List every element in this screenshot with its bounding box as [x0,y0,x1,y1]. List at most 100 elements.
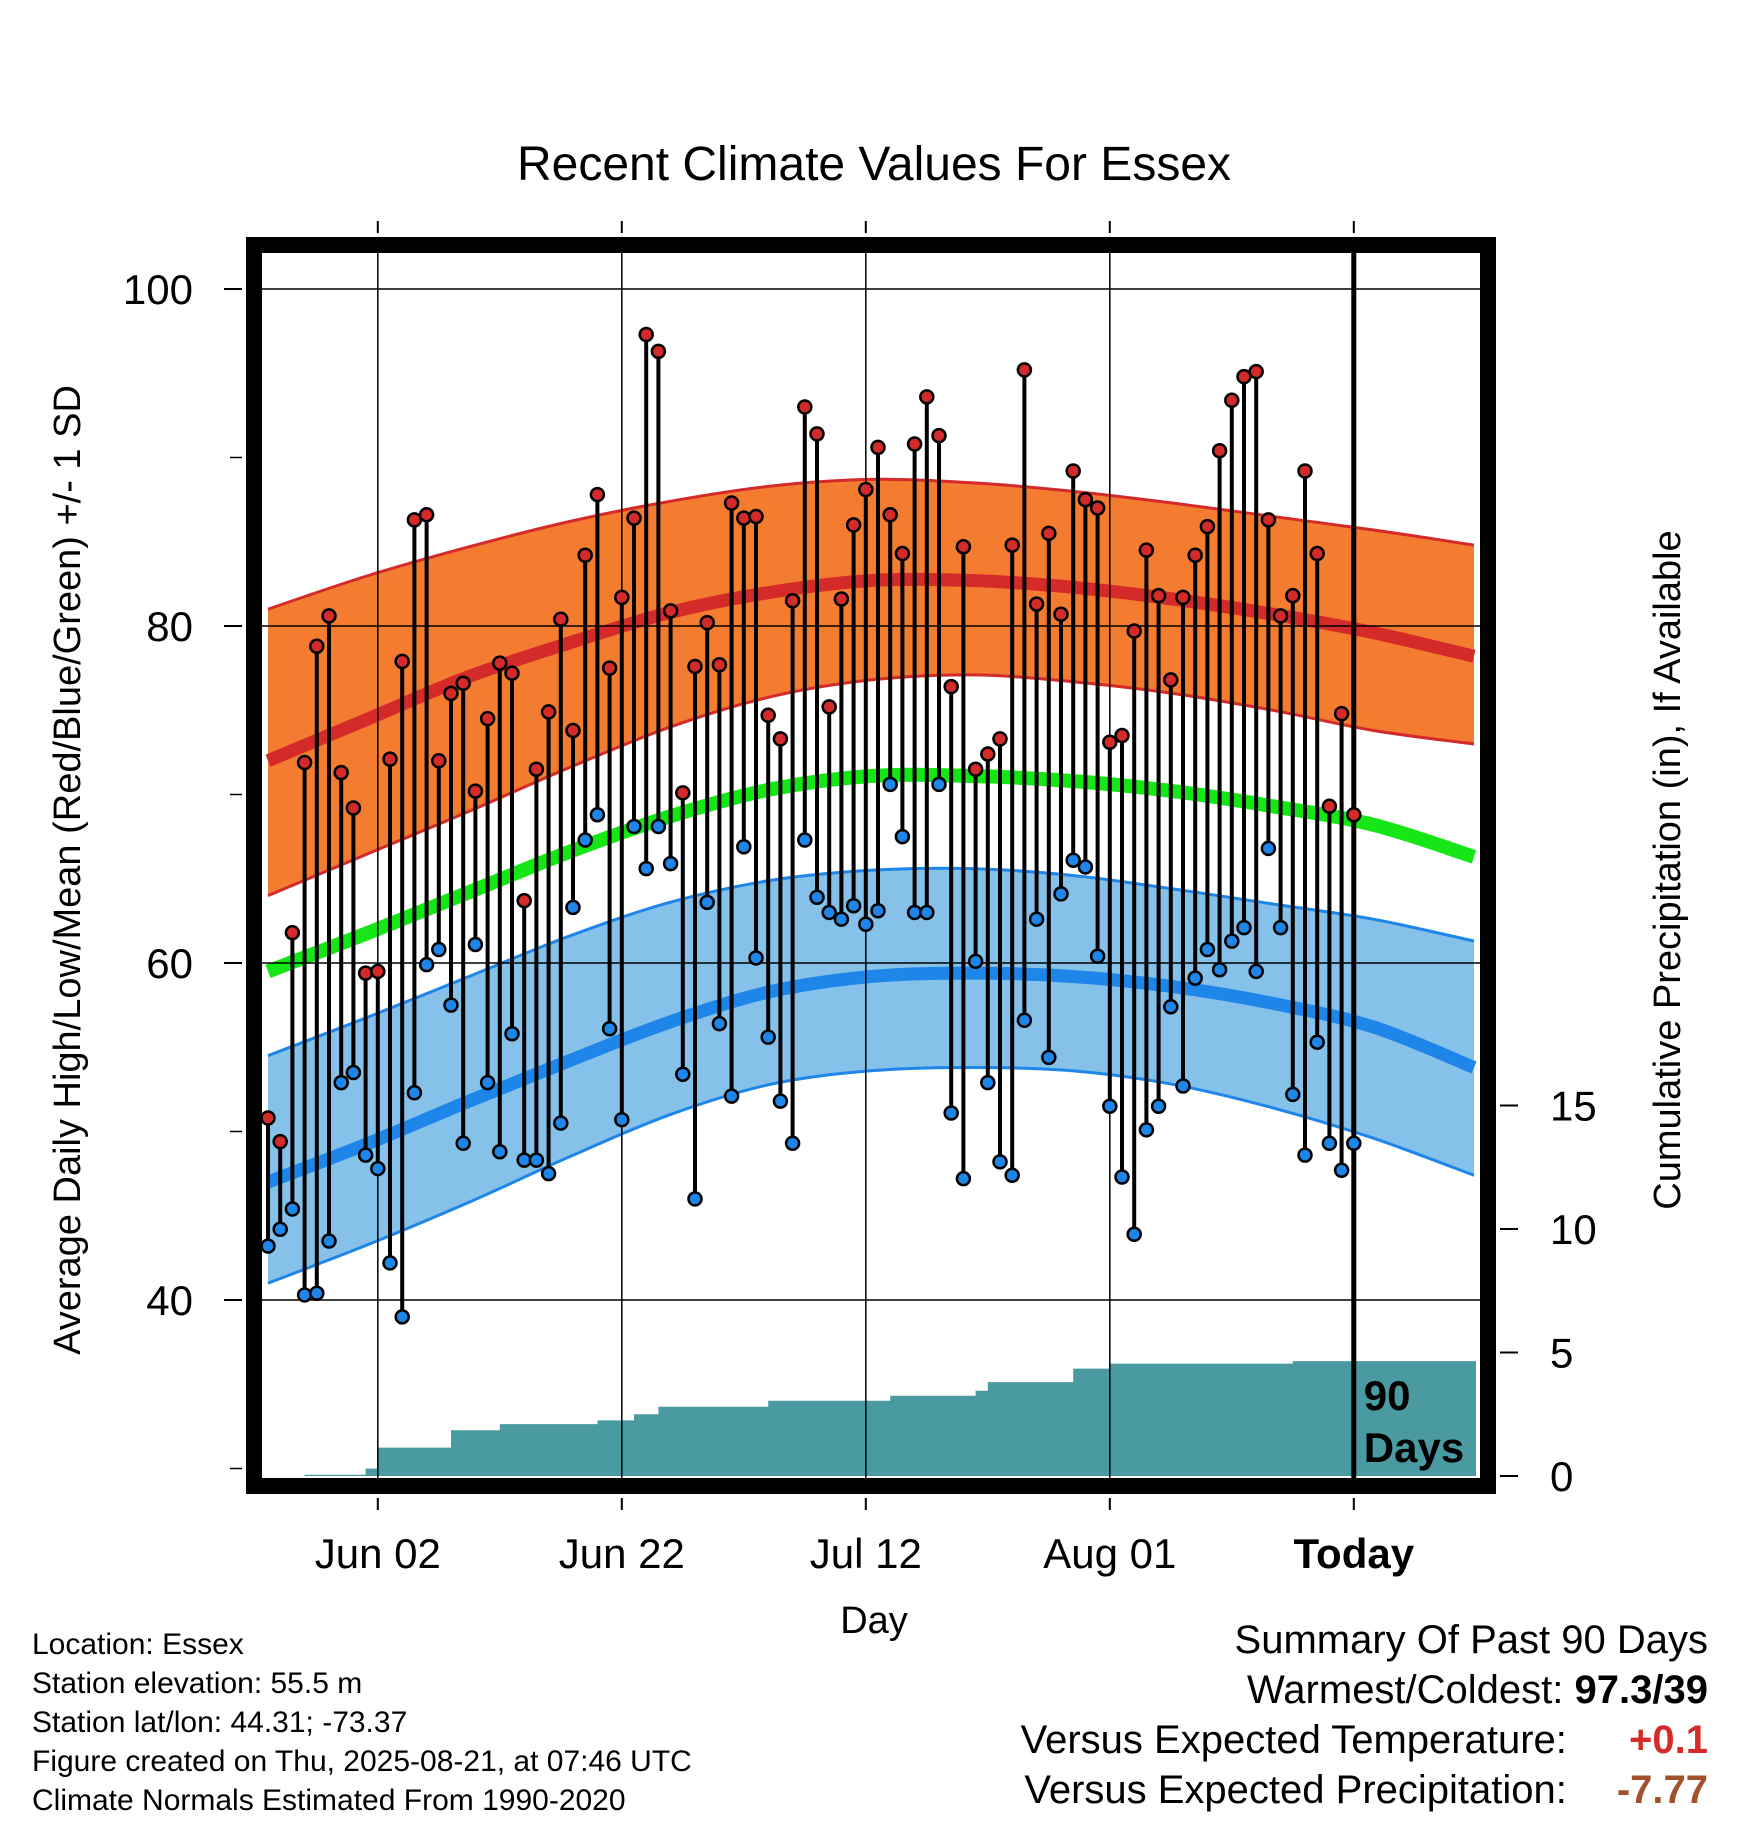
daily-high-point [333,764,349,781]
daily-low-point [577,832,593,848]
daily-low-point [699,894,715,911]
daily-low-point [650,818,667,835]
daily-high-point [357,965,374,981]
daily-high-point [370,963,386,980]
daily-high-point [760,707,776,724]
daily-low-point [492,1143,508,1160]
daily-low-point [894,828,911,845]
daily-low-point [504,1026,520,1042]
days-annotation: 90 [1364,1372,1411,1419]
daily-high-point [870,439,886,456]
daily-high-point [723,495,740,511]
daily-high-point [296,754,313,771]
daily-low-point [431,941,447,958]
daily-low-point [870,903,886,919]
daily-high-point [784,592,801,609]
daily-high-point [614,589,630,606]
temp-label: Versus Expected Temperature: [1020,1718,1567,1762]
daily-high-point [1175,589,1191,606]
precip-value: -7.77 [1616,1768,1708,1812]
plot-area: Jun 02 Jun 22 Jul 12 Aug 01 Today 40 60 80 100 0 5… [123,221,1597,1577]
daily-low-point [748,950,764,966]
daily-high-point [711,657,728,673]
daily-high-point [1211,443,1228,459]
daily-high-point [992,731,1008,747]
daily-high-point [1309,545,1325,562]
high-normal-line [265,572,1476,767]
daily-low-point [1089,948,1106,965]
daily-high-point [809,426,825,442]
precip-row: Versus Expected Precipitation: -7.77 [1021,1765,1708,1815]
daily-high-point [1248,363,1264,380]
daily-high-point [479,710,496,727]
daily-low-point [1199,941,1216,958]
daily-low-point [723,1088,740,1104]
daily-low-point [858,916,874,932]
created-text: Figure created on Thu, 2025-08-21, at 07… [32,1745,692,1778]
elevation-text: Station elevation: 55.5 m [32,1667,363,1700]
daily-low-point [1004,1167,1020,1184]
x-tick-label: Jul 12 [810,1530,922,1577]
daily-low-point [1248,963,1264,980]
warm-cold-value: 97.3/39 [1574,1668,1708,1712]
daily-low-point [1065,852,1081,868]
daily-low-point [357,1147,374,1163]
x-tick-label: Aug 01 [1043,1530,1176,1577]
daily-low-point [1297,1147,1313,1163]
daily-low-point [919,904,935,921]
daily-high-point [1224,392,1240,408]
daily-low-point [662,855,679,872]
daily-low-point [370,1160,386,1177]
daily-low-point [1138,1122,1155,1138]
warm-cold-row: Warmest/Coldest: 97.3/39 [1021,1665,1708,1715]
daily-high-point [882,507,898,523]
temp-row: Versus Expected Temperature: +0.1 [1021,1715,1708,1765]
daily-low-point [406,1084,423,1101]
x-tick-label: Jun 22 [559,1530,685,1577]
daily-low-point [784,1135,801,1152]
daily-low-point [1053,886,1069,902]
daily-low-point [992,1154,1008,1170]
daily-low-point [1187,970,1203,986]
daily-high-point [272,1133,288,1150]
daily-high-point [589,486,606,503]
mean-normal-line [265,767,1477,978]
daily-low-point [1041,1049,1057,1066]
daily-low-point [479,1074,496,1091]
daily-high-point [1089,500,1106,516]
daily-high-point [1053,606,1069,622]
daily-high-point [1041,525,1057,542]
daily-low-point [626,818,642,835]
daily-high-point [858,481,874,498]
daily-low-point [833,911,850,927]
daily-high-point [980,746,996,762]
daily-low-point [687,1191,703,1207]
daily-high-point [1199,518,1216,535]
high-sd-band [268,479,1474,896]
daily-high-point [699,614,715,631]
latlon-text: Station lat/lon: 44.31; -73.37 [32,1706,408,1739]
daily-low-point [931,776,947,793]
daily-low-point [736,838,752,855]
days-annotation: Days [1364,1424,1464,1471]
daily-low-point [980,1074,996,1091]
x-tick-label: Jun 02 [315,1530,441,1577]
chart-title: Recent Climate Values For Essex [517,138,1231,191]
daily-low-point [272,1221,288,1237]
daily-high-point [601,660,618,676]
daily-low-point [1333,1162,1350,1179]
daily-high-point [1150,587,1167,604]
daily-high-point [845,517,862,533]
daily-high-point [736,510,752,526]
temp-value: +0.1 [1629,1718,1708,1762]
daily-high-point [797,399,813,415]
daily-low-point [675,1066,691,1082]
precip-label: Versus Expected Precipitation: [1024,1768,1567,1812]
daily-high-point [894,545,911,562]
daily-high-point [748,508,764,525]
daily-high-point [260,1110,276,1126]
daily-high-point [1102,734,1118,751]
daily-low-point [711,1015,728,1032]
low-lower-line [267,1065,1475,1285]
y-tick-label: 80 [146,603,193,650]
